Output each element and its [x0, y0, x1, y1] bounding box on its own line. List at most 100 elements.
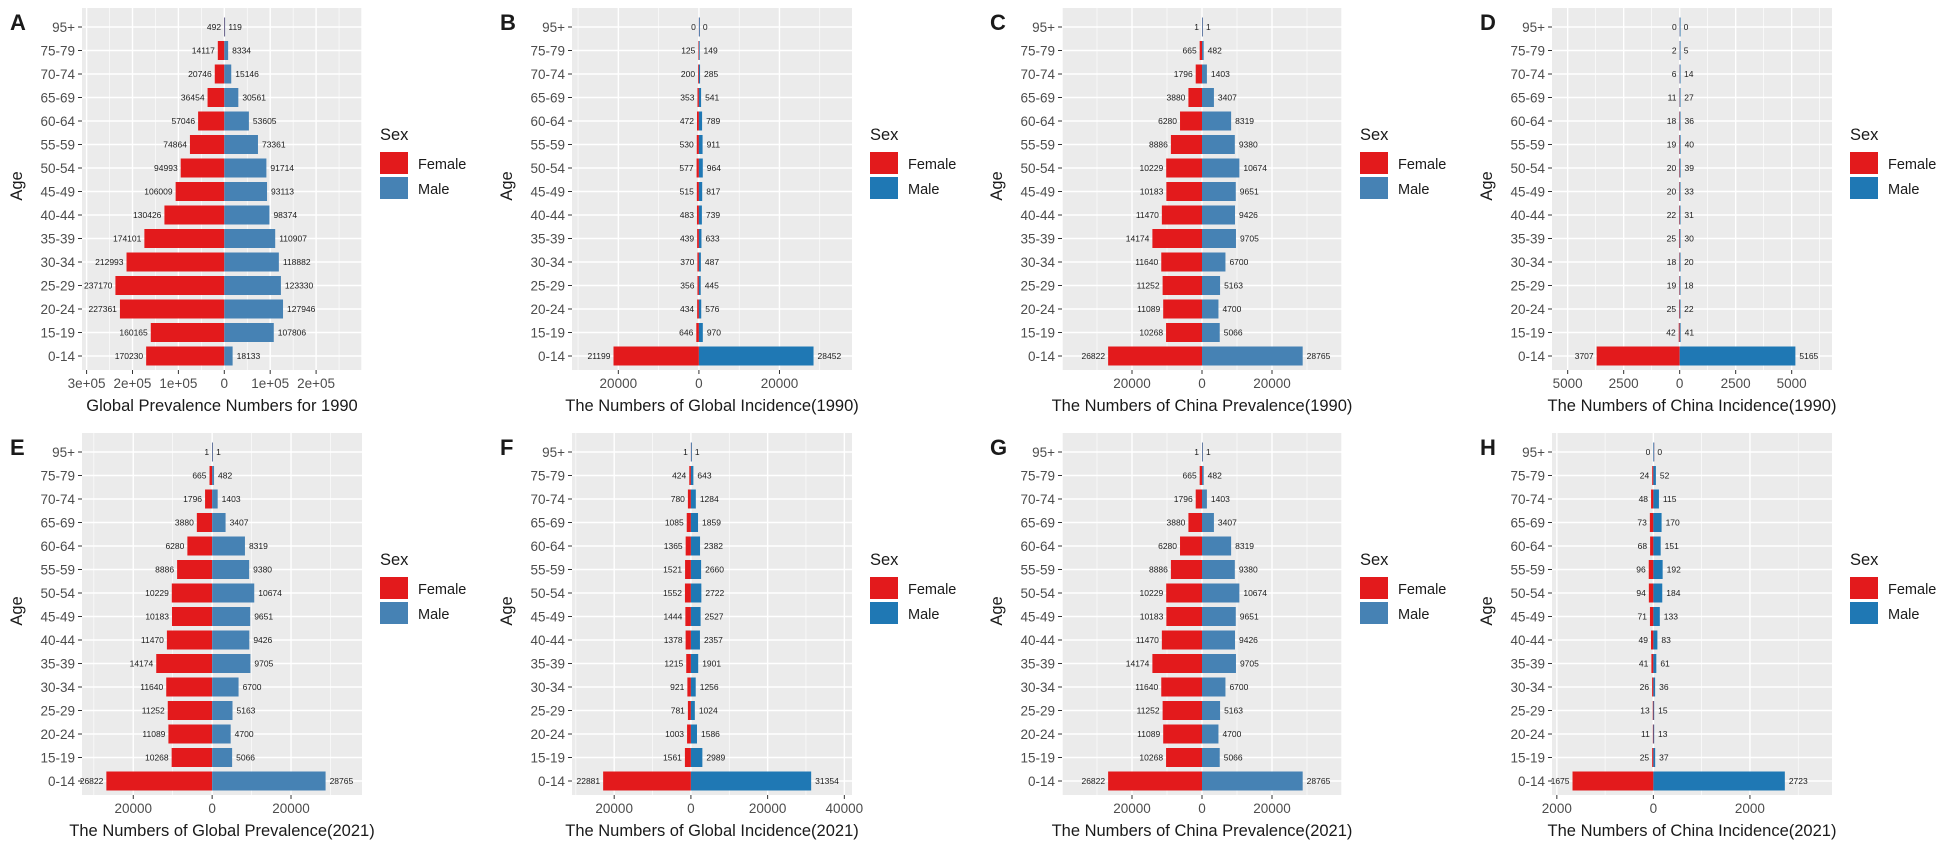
data-label-male: 482: [1208, 471, 1222, 481]
bar-male: [212, 489, 218, 509]
bar-male: [1202, 346, 1303, 366]
data-label-male: 39: [1685, 163, 1695, 173]
y-tick-label: 95+: [1032, 445, 1055, 460]
data-label-male: 2722: [705, 588, 724, 598]
data-label-male: 643: [697, 471, 711, 481]
bar-female: [1652, 701, 1654, 720]
y-tick-label: 40-44: [1510, 633, 1545, 648]
panel-G: G 26822 28765 0-14 10268 5066 15-19 11089 4700 20…: [988, 433, 1446, 840]
data-label-male: 184: [1666, 588, 1680, 598]
y-tick-label: 0-14: [1518, 774, 1546, 789]
data-label-male: 541: [705, 93, 719, 103]
bar-male: [1202, 701, 1221, 720]
bar-female: [687, 677, 691, 697]
data-label-male: 110907: [279, 234, 307, 244]
data-label-female: 356: [680, 281, 694, 291]
data-label-male: 1024: [699, 706, 718, 716]
bar-female: [696, 135, 699, 154]
legend-key-female: [1360, 577, 1388, 599]
bar-female: [144, 229, 225, 248]
data-label-male: 1901: [702, 659, 721, 669]
bar-male: [690, 748, 703, 767]
bar-female: [685, 607, 691, 626]
bar-female: [1648, 583, 1654, 603]
bar-female: [187, 536, 213, 556]
data-label-female: 26822: [1081, 351, 1105, 361]
bar-female: [685, 536, 691, 556]
bar-male: [1653, 560, 1663, 579]
bar-male: [1202, 677, 1226, 697]
y-tick-label: 75-79: [40, 469, 75, 484]
bar-female: [166, 630, 213, 650]
data-label-female: 11470: [141, 635, 164, 645]
bar-female: [684, 748, 691, 767]
y-tick-label: 30-34: [1510, 680, 1545, 695]
data-label-male: 127946: [287, 304, 316, 314]
bar-female: [686, 654, 691, 673]
y-tick-label: 35-39: [530, 232, 565, 247]
y-tick-label: 20-24: [1510, 727, 1545, 742]
x-axis-title: The Numbers of China Incidence(1990): [1548, 397, 1837, 415]
data-label-male: 2357: [704, 635, 723, 645]
bar-male: [212, 466, 215, 485]
bar-female: [1678, 323, 1680, 342]
bar-female: [1679, 158, 1681, 178]
data-label-male: 6700: [1229, 257, 1248, 267]
y-tick-label: 25-29: [1020, 704, 1055, 719]
bar-male: [224, 158, 267, 178]
bar-male: [1653, 513, 1662, 532]
y-tick-label: 65-69: [1020, 516, 1055, 531]
bar-female: [1651, 489, 1654, 509]
y-tick-label: 30-34: [530, 255, 565, 270]
data-label-male: 119: [228, 22, 242, 32]
legend-key-female: [870, 577, 898, 599]
y-tick-label: 65-69: [1020, 91, 1055, 106]
panel-label: F: [500, 435, 513, 460]
bar-female: [126, 252, 225, 272]
bar-male: [690, 724, 697, 744]
y-tick-label: 60-64: [1020, 114, 1055, 129]
y-tick-label: 25-29: [1510, 279, 1545, 294]
panel-B: B 21199 28452 0-14 646 970 15-19 434 576 20-24 356…: [498, 8, 956, 415]
legend-key-male: [380, 177, 408, 199]
bar-male: [1679, 135, 1681, 154]
bar-female: [1166, 748, 1202, 767]
bar-male: [1202, 158, 1240, 178]
y-tick-label: 20-24: [1020, 727, 1055, 742]
bar-male: [1202, 111, 1232, 131]
legend-key-female: [380, 152, 408, 174]
bar-male: [698, 41, 700, 60]
data-label-female: 665: [192, 471, 206, 481]
bar-female: [1188, 88, 1202, 107]
bar-female: [1651, 654, 1654, 673]
bar-male: [1202, 466, 1204, 485]
y-tick-label: 45-49: [1020, 185, 1055, 200]
legend-key-female: [1360, 152, 1388, 174]
bar-female: [1166, 583, 1202, 603]
data-label-female: 18: [1667, 116, 1677, 126]
bar-male: [1202, 442, 1203, 462]
bar-female: [1180, 536, 1202, 556]
bar-female: [1152, 229, 1202, 248]
bar-male: [1653, 701, 1655, 720]
y-tick-label: 20-24: [1510, 302, 1545, 317]
bar-female: [1188, 513, 1202, 532]
data-label-female: 530: [680, 140, 694, 150]
y-tick-label: 45-49: [1510, 185, 1545, 200]
data-label-female: 1215: [664, 659, 683, 669]
bar-female: [687, 489, 691, 509]
legend-key-male: [1850, 602, 1878, 624]
x-tick-label: 1e+05: [251, 376, 289, 391]
bar-male: [690, 654, 699, 673]
y-tick-label: 70-74: [40, 492, 75, 507]
data-label-male: 9705: [1240, 234, 1259, 244]
data-label-female: 1796: [1174, 69, 1193, 79]
x-axis-title: The Numbers of Global Incidence(2021): [565, 822, 859, 840]
y-tick-label: 60-64: [40, 539, 75, 554]
bar-male: [224, 299, 284, 319]
bar-female: [1679, 111, 1681, 131]
y-tick-label: 15-19: [1510, 751, 1545, 766]
bar-female: [214, 64, 225, 84]
data-label-male: 61: [1660, 659, 1670, 669]
